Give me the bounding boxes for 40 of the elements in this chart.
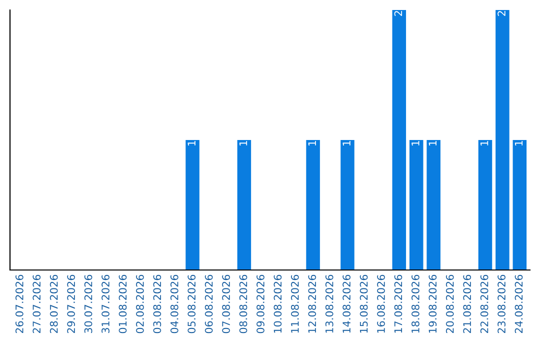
data-label: 1 [188, 140, 196, 146]
x-tick-label: 14.08.2026 [342, 274, 351, 333]
x-tick-label: 17.08.2026 [394, 274, 402, 333]
data-label: 1 [342, 140, 350, 146]
x-tick-label: 11.08.2026 [290, 274, 299, 333]
x-tick-label: 23.08.2026 [498, 274, 506, 334]
x-tick-label: 05.08.2026 [188, 274, 196, 334]
x-tick-label: 06.08.2026 [204, 274, 213, 334]
x-tick-label: 13.08.2026 [325, 274, 334, 333]
x-tick-label: 30.07.2026 [84, 274, 92, 334]
x-tick-label: 02.08.2026 [136, 274, 144, 334]
x-tick-label: 01.08.2026 [118, 274, 127, 334]
x-tick-label: 19.08.2026 [428, 274, 437, 333]
data-label: 1 [514, 140, 523, 146]
x-tick-label: 20.08.2026 [446, 274, 454, 334]
data-label: 2 [394, 11, 402, 16]
x-tick-label: 12.08.2026 [308, 274, 316, 333]
x-tick-label: 16.08.2026 [377, 274, 385, 333]
x-tick-label: 15.08.2026 [360, 274, 368, 333]
x-tick-label: 09.08.2026 [256, 274, 264, 334]
data-label: 1 [480, 140, 488, 146]
x-tick-label: 29.07.2026 [67, 274, 76, 334]
x-tick-label: 07.08.2026 [222, 274, 230, 334]
x-tick-label: 31.07.2026 [102, 274, 110, 334]
x-tick-label: 27.07.2026 [32, 274, 41, 334]
data-label: 1 [239, 140, 248, 146]
x-tick-label: 04.08.2026 [170, 274, 178, 334]
x-tick-label: 08.08.2026 [239, 274, 248, 334]
x-tick-label: 18.08.2026 [412, 274, 420, 333]
x-tick-label: 22.08.2026 [480, 274, 488, 334]
x-tick-label: 26.07.2026 [15, 274, 24, 334]
data-label: 1 [428, 140, 436, 146]
data-label: 2 [498, 11, 506, 16]
x-tick-label: 28.07.2026 [50, 274, 58, 334]
data-label: 1 [308, 140, 316, 146]
x-tick-label: 24.08.2026 [514, 274, 523, 334]
data-label: 1 [412, 140, 420, 146]
x-tick-label: 21.08.2026 [463, 274, 472, 334]
x-tick-label: 10.08.2026 [274, 274, 282, 333]
x-tick-label: 03.08.2026 [153, 274, 162, 334]
